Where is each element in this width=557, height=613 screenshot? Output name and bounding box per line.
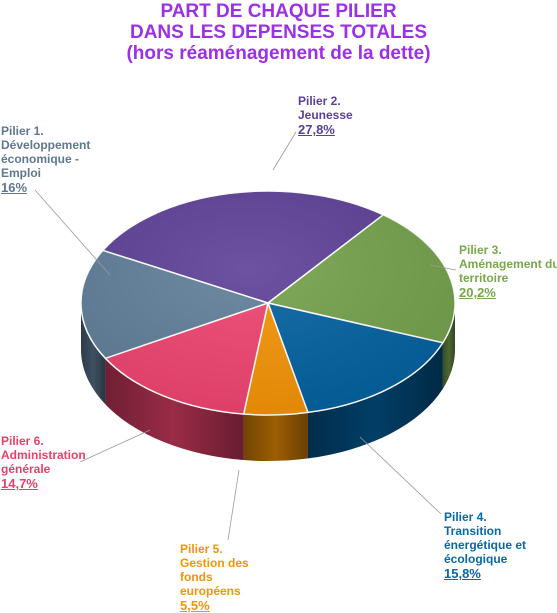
slice-value-1: 27,8%	[298, 122, 335, 137]
slice-label-2-line-2: Aménagement du	[459, 257, 557, 271]
leader-line-2	[429, 264, 457, 271]
slice-label-3-line-4: écologique	[444, 552, 508, 566]
leader-line-3	[359, 436, 442, 515]
slice-value-6: 16%	[1, 180, 28, 195]
slice-value-4: 5,5%	[180, 598, 210, 613]
slice-value-5: 14,7%	[1, 476, 38, 491]
slice-label-4: Pilier 5. Gestion des fonds européens 5,5%	[180, 542, 249, 613]
pie-side-shade-4	[243, 412, 308, 461]
leader-line-5	[79, 429, 151, 463]
slice-label-1-line-1: Pilier 2.	[298, 94, 341, 108]
slice-label-2-line-3: territoire	[459, 271, 509, 285]
slice-label-3-line-3: énergétique et	[444, 538, 527, 552]
slice-label-2: Pilier 3. Aménagement du territoire 20,2%	[459, 243, 557, 300]
slice-value-3: 15,8%	[444, 566, 481, 581]
slice-label-3-line-1: Pilier 4.	[444, 510, 487, 524]
slice-label-6: Pilier 1. Développement économique - Emploi…	[1, 124, 90, 195]
slice-label-3: Pilier 4. Transition énergétique et écologi…	[444, 510, 526, 581]
leader-line-4	[227, 469, 240, 541]
slice-label-5-line-3: générale	[1, 462, 51, 476]
chart-title-line-1: PART DE CHAQUE PILIER	[160, 1, 397, 22]
slice-label-5: Pilier 6. Administration générale 14,7%	[1, 434, 86, 491]
chart-title-line-3: (hors réaménagement de la dette)	[126, 43, 431, 64]
chart-title-line-2: DANS LES DEPENSES TOTALES	[129, 22, 427, 43]
slice-label-5-line-2: Administration	[1, 448, 86, 462]
chart-title: PART DE CHAQUE PILIER DANS LES DEPENSES …	[0, 1, 557, 64]
slice-label-6-line-4: Emploi	[1, 166, 42, 180]
slice-label-6-line-3: économique -	[1, 152, 80, 166]
slice-label-6-line-2: Développement	[1, 138, 91, 152]
slice-label-4-line-2: Gestion des	[180, 556, 249, 570]
slice-label-4-line-3: fonds	[180, 570, 213, 584]
slice-label-3-line-2: Transition	[444, 524, 502, 538]
leader-line-1	[272, 131, 297, 171]
slice-label-6-line-1: Pilier 1.	[1, 124, 44, 138]
slice-label-5-line-1: Pilier 6.	[1, 434, 44, 448]
slice-label-2-line-1: Pilier 3.	[459, 243, 502, 257]
slice-label-1: Pilier 2. Jeunesse 27,8%	[298, 94, 353, 137]
slice-label-4-line-4: européens	[180, 584, 241, 598]
slice-label-4-line-1: Pilier 5.	[180, 542, 223, 556]
slice-value-2: 20,2%	[459, 285, 496, 300]
leader-line-6	[34, 189, 111, 276]
slice-label-1-line-2: Jeunesse	[298, 108, 353, 122]
